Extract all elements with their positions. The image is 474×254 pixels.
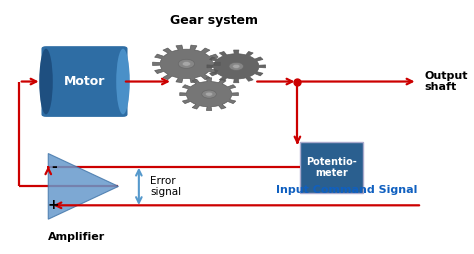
Text: Error
signal: Error signal	[150, 176, 182, 197]
Text: Gear system: Gear system	[170, 14, 257, 27]
Polygon shape	[48, 153, 119, 219]
Circle shape	[202, 90, 216, 98]
Text: Input Command Signal: Input Command Signal	[276, 185, 418, 195]
Ellipse shape	[39, 49, 53, 114]
Polygon shape	[207, 50, 265, 83]
Text: -: -	[51, 161, 56, 174]
Circle shape	[205, 92, 213, 96]
Circle shape	[182, 61, 191, 66]
Text: Potentio-
meter: Potentio- meter	[306, 157, 357, 178]
Circle shape	[229, 62, 244, 70]
Polygon shape	[180, 78, 238, 110]
Circle shape	[178, 59, 194, 68]
Polygon shape	[153, 45, 220, 83]
FancyBboxPatch shape	[300, 142, 363, 193]
Text: Amplifier: Amplifier	[48, 232, 105, 242]
Circle shape	[233, 64, 240, 68]
FancyBboxPatch shape	[41, 46, 128, 117]
Text: +: +	[48, 198, 60, 212]
Ellipse shape	[116, 49, 130, 114]
Text: Output
shaft: Output shaft	[424, 71, 468, 92]
Text: Motor: Motor	[64, 75, 105, 88]
